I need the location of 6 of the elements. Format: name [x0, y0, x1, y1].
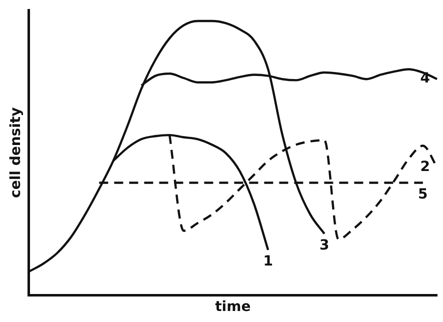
series-label: 1: [263, 254, 273, 270]
series-label: 5: [418, 186, 428, 202]
series-label: 2: [420, 158, 430, 175]
x-axis-title: time: [215, 299, 251, 316]
series-label: 3: [320, 237, 330, 254]
y-axis-title: cell density: [8, 107, 24, 198]
